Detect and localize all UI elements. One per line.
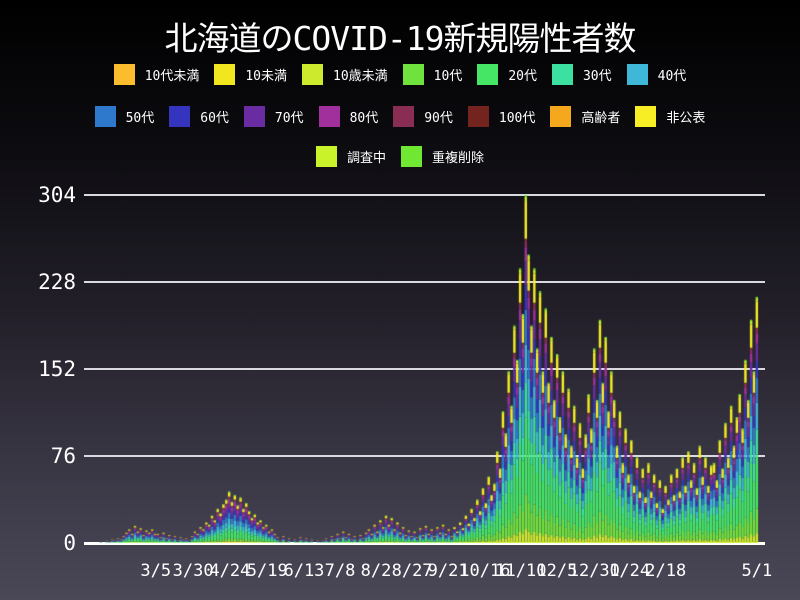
legend-label: 調査中 xyxy=(346,151,386,166)
legend-swatch-icon xyxy=(315,146,337,167)
legend-item-12: 90代 xyxy=(393,106,453,127)
legend-label: 重複削除 xyxy=(432,151,485,166)
legend-swatch-icon xyxy=(393,106,415,127)
legend-label: 40代 xyxy=(657,69,687,84)
legend-label: 非公表 xyxy=(666,111,706,126)
legend-label: 30代 xyxy=(582,69,612,84)
legend-swatch-icon xyxy=(401,146,422,167)
legend-item-5: 20代 xyxy=(477,64,537,85)
x-tick-label-9-21: 9/21 xyxy=(427,561,469,581)
legend-label: 90代 xyxy=(424,111,453,126)
legend-swatch-icon xyxy=(626,64,648,85)
y-tick-label-228: 228 xyxy=(38,270,76,294)
legend-label: 60代 xyxy=(200,111,229,126)
legend-item-7: 40代 xyxy=(626,64,687,85)
legend-swatch-icon xyxy=(477,64,499,85)
legend-label: 70代 xyxy=(274,111,304,126)
y-tick-label-304: 304 xyxy=(38,183,76,207)
x-tick-label-3-5: 3/5 xyxy=(140,561,172,581)
x-tick-label-5-19: 5/19 xyxy=(246,561,288,581)
legend-item-1: 10代未満 xyxy=(113,64,200,85)
legend-swatch-icon xyxy=(318,106,340,127)
legend-swatch-icon xyxy=(550,106,572,127)
legend-label: 10未満 xyxy=(245,69,288,84)
y-tick-label-152: 152 xyxy=(38,357,76,381)
legend-item-3: 10歳未満 xyxy=(302,64,388,85)
legend-label: 80代 xyxy=(349,111,379,126)
legend-item-16: 調査中 xyxy=(315,146,386,167)
legend-row-1: 10代未満 10未満 10歳未満 10代 20代 30代 40代 xyxy=(0,64,800,85)
x-tick-label-2-18: 2/18 xyxy=(645,561,687,581)
legend-label: 100代 xyxy=(498,111,536,126)
legend-row-3: 調査中 重複削除 xyxy=(0,146,800,167)
legend-item-11: 80代 xyxy=(318,106,379,127)
y-tick-label-76: 76 xyxy=(50,444,76,468)
x-tick-label-1-24: 1/24 xyxy=(609,561,651,581)
legend-swatch-icon xyxy=(169,106,191,127)
chart-title: 北海道のCOVID-19新規陽性者数 xyxy=(164,19,637,58)
x-tick-label-8-2: 8/2 xyxy=(360,561,392,581)
legend-swatch-icon xyxy=(243,106,265,127)
legend-swatch-icon xyxy=(467,106,489,127)
legend-item-9: 60代 xyxy=(169,106,229,127)
x-tick-label-8-27: 8/27 xyxy=(391,561,433,581)
legend-swatch-icon xyxy=(402,64,424,85)
x-axis-zero-line xyxy=(84,541,765,545)
x-tick-label-3-30: 3/30 xyxy=(172,561,214,581)
legend-row-2: 50代 60代 70代 80代 90代 100代 高齢者 非公表 xyxy=(0,106,800,127)
legend-item-14: 高齢者 xyxy=(550,106,620,127)
x-tick-label-12-30: 12/30 xyxy=(568,561,620,581)
legend-item-15: 非公表 xyxy=(635,106,705,127)
legend-item-6: 30代 xyxy=(551,64,612,85)
legend-label: 10代未満 xyxy=(144,69,200,84)
legend-label: 10歳未満 xyxy=(333,69,388,84)
legend-item-10: 70代 xyxy=(243,106,304,127)
legend-label: 20代 xyxy=(508,69,537,84)
legend-item-2: 10未満 xyxy=(214,64,287,85)
legend-item-4: 10代 xyxy=(402,64,463,85)
x-tick-label-6-13: 6/13 xyxy=(283,561,325,581)
x-tick-label-10-16: 10/16 xyxy=(459,561,511,581)
legend-item-13: 100代 xyxy=(467,106,536,127)
legend-swatch-icon xyxy=(302,64,324,85)
legend-swatch-icon xyxy=(551,64,573,85)
legend-label: 10代 xyxy=(433,69,463,84)
legend-label: 50代 xyxy=(125,111,155,126)
legend-item-17: 重複削除 xyxy=(401,146,484,167)
legend-swatch-icon xyxy=(94,106,116,127)
x-tick-label-12-5: 12/5 xyxy=(536,561,578,581)
x-tick-label-7-8: 7/8 xyxy=(324,561,356,581)
legend-swatch-icon xyxy=(635,106,657,127)
stacked-bars-canvas xyxy=(85,195,765,543)
x-tick-label-5-1: 5/1 xyxy=(741,561,773,581)
x-tick-label-11-10: 11/10 xyxy=(495,561,547,581)
x-tick-label-4-24: 4/24 xyxy=(209,561,251,581)
legend-swatch-icon xyxy=(113,64,135,85)
y-tick-label-0: 0 xyxy=(63,531,76,555)
legend-label: 高齢者 xyxy=(581,111,621,126)
legend-swatch-icon xyxy=(214,64,236,85)
legend-item-8: 50代 xyxy=(94,106,155,127)
